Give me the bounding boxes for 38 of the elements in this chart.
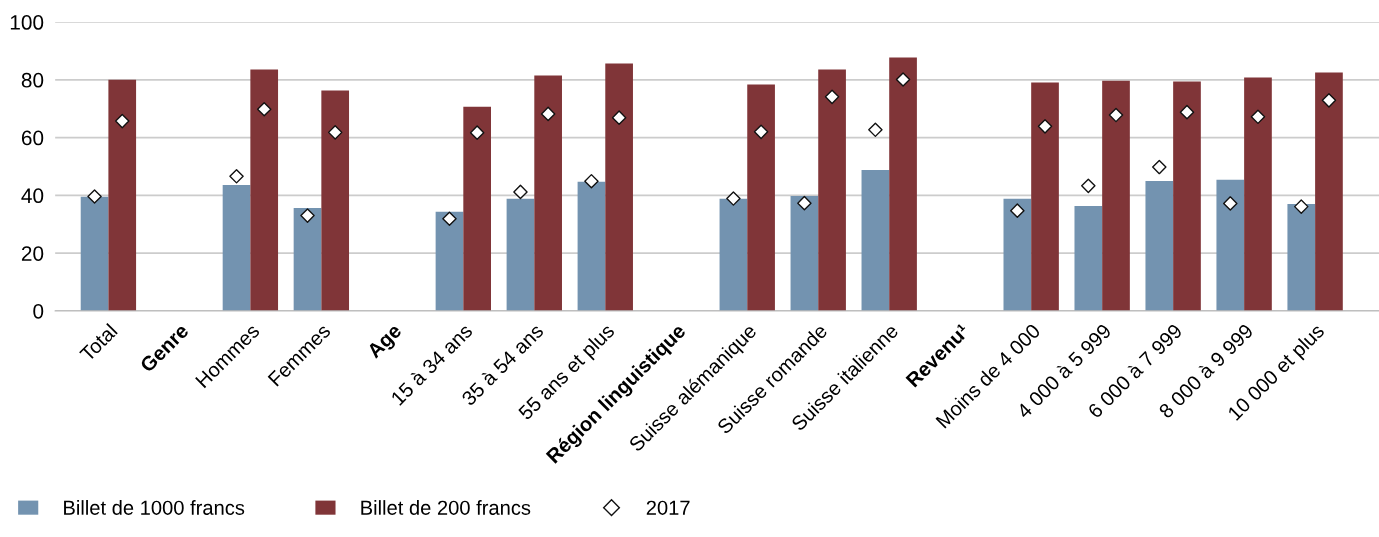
legend-label: Billet de 1000 francs [64,500,245,515]
bar [80,196,109,311]
bar [1145,180,1174,311]
bar [719,198,748,311]
legend-label: Billet de 200 francs [361,500,531,515]
bar [463,106,491,311]
bar [790,195,819,311]
bar [222,184,251,311]
y-tick-label: 20 [21,246,44,261]
legend-label: 2017 [646,500,690,515]
y-tick-label: 80 [21,72,44,88]
y-tick-label: 100 [10,15,44,30]
y-tick-label: 40 [21,188,44,204]
bar [889,57,917,311]
bar [818,69,846,311]
bar [747,84,775,311]
y-tick-label: 60 [21,130,44,146]
bar [534,75,562,311]
bar [321,90,350,311]
bar [1315,72,1343,311]
bar [435,211,464,311]
bar [506,198,535,311]
bar [108,79,137,311]
bar [577,181,606,311]
bar [1216,179,1245,311]
bar [293,208,322,311]
bar [1031,82,1059,311]
bar [1074,206,1103,311]
x-tick-label: Age [366,322,406,362]
bar [1173,81,1201,311]
bar [1287,204,1316,311]
y-tick-label: 0 [33,303,44,319]
bar [1244,77,1272,311]
bar [1003,198,1032,311]
bar [1102,80,1130,311]
bar [250,69,279,311]
bar [605,63,633,311]
bar [861,169,890,311]
